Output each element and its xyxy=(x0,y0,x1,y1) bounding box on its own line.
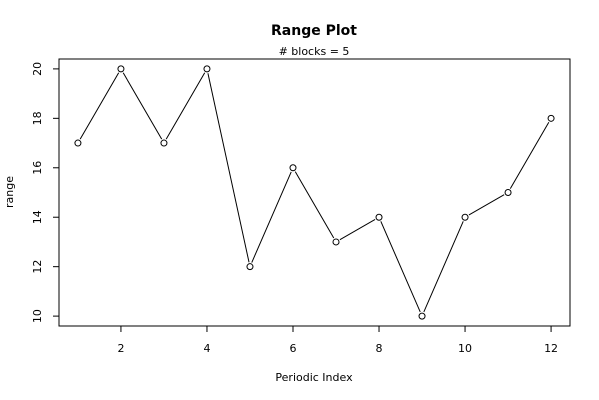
data-point xyxy=(332,238,340,246)
x-tick-label: 10 xyxy=(458,342,472,355)
data-point xyxy=(74,139,82,147)
data-point xyxy=(117,65,125,73)
x-axis-label: Periodic Index xyxy=(275,371,353,384)
y-tick-label: 12 xyxy=(31,260,44,274)
y-tick-label: 14 xyxy=(31,210,44,224)
x-axis: 2 4 6 8 10 12 xyxy=(117,325,558,355)
data-point xyxy=(375,213,383,221)
y-tick-label: 10 xyxy=(31,309,44,323)
chart-title: Range Plot xyxy=(271,23,357,39)
y-axis: 10 12 14 16 18 20 xyxy=(31,62,60,323)
y-tick-label: 20 xyxy=(31,62,44,76)
data-point xyxy=(504,189,512,196)
y-tick-label: 16 xyxy=(31,161,44,175)
x-tick-label: 2 xyxy=(117,342,124,355)
data-point xyxy=(418,312,426,320)
y-tick-label: 18 xyxy=(31,111,44,125)
x-tick-label: 8 xyxy=(376,342,383,355)
x-tick-label: 12 xyxy=(544,342,558,355)
data-point xyxy=(461,213,469,221)
data-point xyxy=(160,139,168,147)
data-point xyxy=(203,65,211,73)
x-tick-label: 4 xyxy=(203,342,210,355)
data-points xyxy=(74,65,555,320)
data-point xyxy=(246,263,254,271)
data-point xyxy=(289,164,297,172)
series-line xyxy=(79,72,550,313)
data-point xyxy=(547,114,555,122)
y-axis-label: range xyxy=(3,176,16,208)
plot-frame xyxy=(58,58,571,327)
x-tick-label: 6 xyxy=(289,342,296,355)
chart-subtitle: # blocks = 5 xyxy=(279,45,350,58)
